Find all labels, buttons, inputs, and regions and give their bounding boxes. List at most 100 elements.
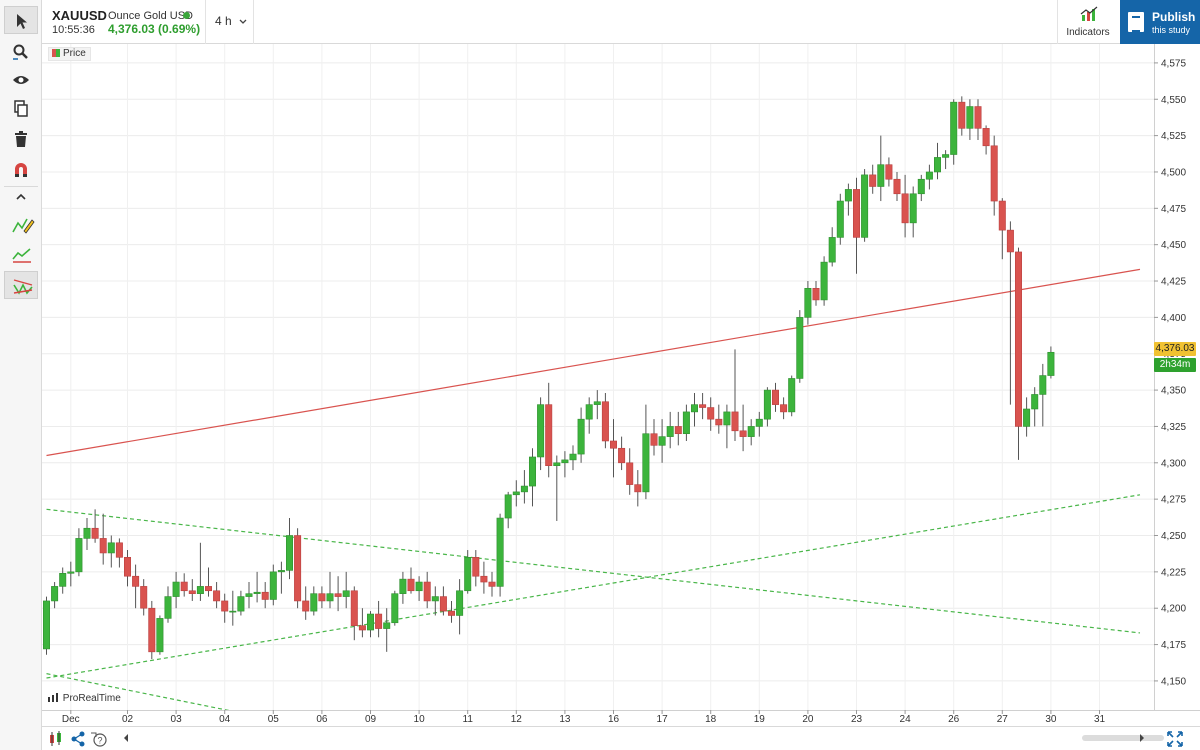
candle-up <box>747 426 755 437</box>
y-tick-label: 4,450 <box>1161 240 1186 251</box>
candle-down <box>294 535 302 602</box>
candle-down <box>780 404 788 413</box>
candle-up <box>942 154 950 158</box>
candle-down <box>318 593 326 602</box>
candle-up <box>237 596 245 612</box>
collapse-toolbar-button[interactable] <box>4 188 38 208</box>
candle-up <box>391 593 399 624</box>
help-icon[interactable]: ? <box>90 731 108 747</box>
candle-down <box>99 538 107 554</box>
pattern-tool[interactable] <box>4 271 38 299</box>
fullscreen-icon[interactable] <box>1166 730 1184 748</box>
y-tick-label: 4,500 <box>1161 167 1186 178</box>
candle-up <box>577 418 585 455</box>
y-tick-label: 4,550 <box>1161 95 1186 106</box>
candle-down <box>601 401 609 442</box>
candle-up <box>917 178 925 195</box>
candle-down <box>674 426 682 435</box>
candle-down <box>115 542 123 558</box>
scroll-right-icon[interactable] <box>1138 732 1146 744</box>
candle-down <box>901 193 909 224</box>
trendline <box>46 268 1141 457</box>
candle-up <box>723 411 731 426</box>
candle-down <box>1014 251 1022 427</box>
candle-up <box>755 418 763 427</box>
candle-up <box>861 174 869 238</box>
x-tick-label: 06 <box>316 714 328 725</box>
candle-down <box>618 447 626 464</box>
pencil-drawing-icon <box>12 218 35 234</box>
time-scrollbar[interactable] <box>1082 735 1164 741</box>
candle-up <box>569 453 577 461</box>
scroll-left-icon[interactable] <box>122 732 130 744</box>
y-tick-label: 4,225 <box>1161 567 1186 578</box>
candle-up <box>431 596 439 602</box>
magnet-icon <box>15 163 27 177</box>
candle-up <box>528 456 536 487</box>
x-tick-label: 26 <box>948 714 960 725</box>
x-tick-label: Dec <box>62 714 80 725</box>
candle-up <box>1031 394 1039 410</box>
x-tick-label: 12 <box>511 714 523 725</box>
legend-swatch <box>52 49 60 57</box>
candle-up <box>172 581 180 597</box>
candle-down <box>545 404 553 467</box>
candle-up <box>229 610 237 613</box>
price-legend[interactable]: Price <box>48 47 91 61</box>
candle-up <box>925 171 933 180</box>
copy-icon <box>14 100 28 117</box>
candle-down <box>715 418 723 426</box>
copy-tool[interactable] <box>4 95 38 123</box>
candle-up <box>561 459 569 464</box>
candle-down <box>731 411 739 432</box>
candle-up <box>933 157 941 173</box>
y-tick-label: 4,425 <box>1161 277 1186 288</box>
candle-up <box>909 193 917 224</box>
chart-type-icon[interactable] <box>48 731 64 747</box>
candle-down <box>812 287 820 301</box>
share-icon[interactable] <box>70 731 86 747</box>
x-tick-label: 24 <box>900 714 912 725</box>
time: 10:55:36 <box>52 24 95 36</box>
candle-up <box>585 404 593 420</box>
candle-up <box>828 237 836 263</box>
candle-down <box>893 178 901 195</box>
x-tick-label: 17 <box>657 714 669 725</box>
cursor-tool[interactable] <box>4 6 38 34</box>
trend-line-tool[interactable] <box>4 241 38 269</box>
candle-down <box>990 145 998 202</box>
y-tick-label: 4,300 <box>1161 458 1186 469</box>
y-tick-label: 4,250 <box>1161 531 1186 542</box>
candle-up <box>496 517 504 587</box>
candle-up <box>950 101 958 155</box>
indicators-button[interactable]: Indicators <box>1057 0 1117 44</box>
zoom-tool[interactable] <box>4 38 38 66</box>
publish-sublabel: this study <box>1152 25 1191 35</box>
timeframe-selector[interactable]: 4 h <box>206 0 254 44</box>
price-chart[interactable]: 4,150 4,175 4,200 4,225 4,250 4,275 4,300 4,325… <box>42 44 1200 726</box>
candle-up <box>107 542 115 554</box>
candle-down <box>132 575 140 587</box>
current-price-tag: 4,376.03 <box>1154 342 1196 356</box>
candle-up <box>245 593 253 597</box>
visibility-tool[interactable] <box>4 66 38 94</box>
candle-up <box>464 557 472 592</box>
drawing-tool[interactable] <box>4 210 38 238</box>
magnet-tool[interactable] <box>4 156 38 184</box>
delete-tool[interactable] <box>4 125 38 153</box>
y-tick-label: 4,400 <box>1161 313 1186 324</box>
instrument-selector[interactable]: XAUUSD Ounce Gold USD 10:55:36 4,376.03 … <box>42 0 206 44</box>
publish-button[interactable]: Publish this study <box>1120 0 1200 44</box>
candle-down <box>609 440 617 449</box>
channel-upper <box>46 508 1141 634</box>
candle-down <box>358 625 366 631</box>
trend-line-icon <box>12 248 31 263</box>
y-tick-label: 4,475 <box>1161 204 1186 215</box>
candle-up <box>820 261 828 301</box>
candle-down <box>188 590 196 594</box>
candle-up <box>310 593 318 612</box>
candle-down <box>771 389 779 405</box>
candle-down <box>439 596 447 612</box>
x-tick-label: 20 <box>802 714 814 725</box>
candle-up <box>658 436 666 446</box>
